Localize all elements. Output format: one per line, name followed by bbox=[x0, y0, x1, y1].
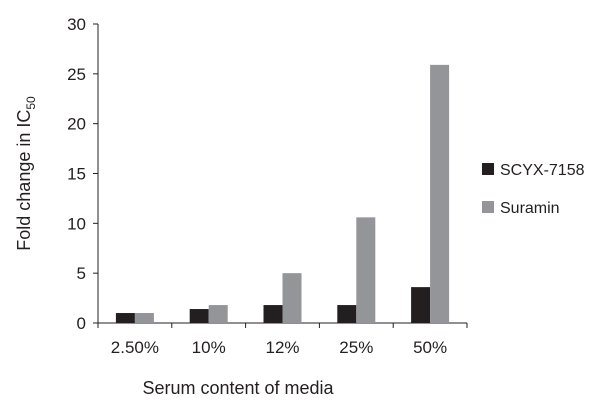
y-tick-label: 25 bbox=[67, 65, 86, 84]
bar-scyx-7158 bbox=[411, 287, 431, 323]
legend-swatch bbox=[482, 201, 494, 213]
bar-suramin bbox=[282, 273, 302, 323]
bar-suramin bbox=[356, 217, 376, 323]
x-tick-label: 25% bbox=[339, 338, 373, 357]
y-tick-label: 10 bbox=[67, 214, 86, 233]
x-tick-label: 10% bbox=[192, 338, 226, 357]
bar-scyx-7158 bbox=[337, 305, 357, 323]
x-tick-label: 12% bbox=[265, 338, 299, 357]
y-ticks: 0 5 10 15 20 25 30 bbox=[67, 15, 98, 333]
bar-scyx-7158 bbox=[189, 309, 209, 323]
x-ticks: 2.50% 10% 12% 25% 50% bbox=[97, 323, 468, 357]
y-tick-label: 0 bbox=[77, 314, 86, 333]
bars bbox=[115, 64, 450, 323]
y-tick-label: 20 bbox=[67, 115, 86, 134]
bar-suramin bbox=[134, 313, 154, 323]
bar-scyx-7158 bbox=[263, 305, 283, 323]
y-axis-title: Fold change in IC50 bbox=[14, 96, 38, 251]
y-tick-label: 30 bbox=[67, 15, 86, 34]
x-axis: 2.50% 10% 12% 25% 50% bbox=[97, 322, 468, 357]
legend: SCYX-7158 Suramin bbox=[482, 162, 585, 217]
y-axis-title-text: Fold change in IC bbox=[14, 110, 34, 251]
bar-suramin bbox=[208, 305, 228, 323]
y-axis: 0 5 10 15 20 25 30 bbox=[67, 15, 99, 333]
bar-scyx-7158 bbox=[115, 313, 135, 323]
x-tick-label: 2.50% bbox=[111, 338, 159, 357]
x-axis-title: Serum content of media bbox=[142, 378, 334, 398]
x-tick-label: 50% bbox=[413, 338, 447, 357]
bar-suramin bbox=[430, 64, 450, 323]
legend-label: Suramin bbox=[500, 200, 560, 217]
legend-swatch bbox=[482, 163, 494, 175]
y-tick-label: 15 bbox=[67, 165, 86, 184]
y-axis-title-subscript: 50 bbox=[24, 96, 38, 110]
legend-label: SCYX-7158 bbox=[500, 162, 585, 179]
y-tick-label: 5 bbox=[77, 264, 86, 283]
